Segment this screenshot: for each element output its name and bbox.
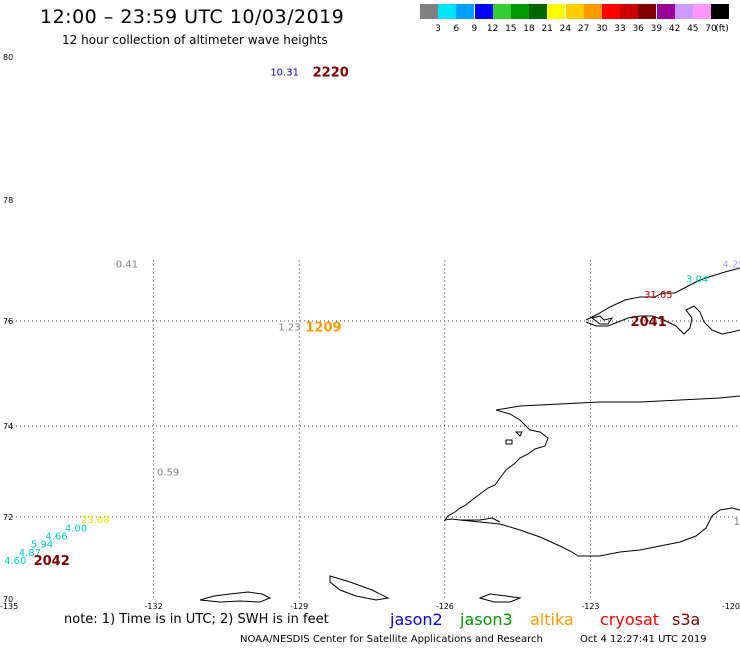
lon-label: -126 — [436, 602, 454, 611]
scale-swatch — [474, 4, 493, 19]
wave-height-value: 10.31 — [270, 67, 299, 78]
legend-row: note: 1) Time is in UTC; 2) SWH is in fe… — [0, 610, 740, 632]
scale-label: 18 — [523, 24, 535, 34]
footer-timestamp: Oct 4 12:27:41 UTC 2019 — [580, 634, 707, 645]
satellite-s3a: s3a — [672, 610, 701, 629]
units-note: note: 1) Time is in UTC; 2) SWH is in fe… — [64, 612, 329, 627]
scale-label: 36 — [632, 24, 644, 34]
small-islet-1 — [505, 439, 513, 445]
wave-height-value: 0.59 — [157, 468, 179, 479]
small-islet-2 — [514, 431, 523, 437]
scale-label: 27 — [577, 24, 590, 34]
scale-label: 9 — [471, 24, 478, 34]
wave-height-value: 4.66 — [45, 531, 67, 542]
mainland-north-coast — [495, 395, 740, 411]
lon-label: -132 — [145, 602, 163, 611]
scale-label: 3 — [435, 24, 441, 34]
scale-swatch — [711, 4, 730, 19]
island-3 — [478, 593, 522, 603]
scale-swatch — [620, 4, 639, 19]
coastline — [199, 267, 740, 603]
scale-label: 42 — [668, 24, 681, 34]
lat-label: 74 — [3, 422, 13, 431]
mainland-west-coast — [443, 409, 549, 523]
scale-label: 45 — [687, 24, 699, 34]
scale-unit: (ft) — [715, 24, 729, 34]
lat-label: 72 — [3, 513, 13, 522]
edge-value: 1 — [734, 517, 740, 528]
altimeter-observations: 10.310.411.230.5931.653.044.2923.084.004… — [4, 65, 740, 569]
scale-label: 30 — [596, 24, 608, 34]
banks-island-inlet — [590, 315, 614, 325]
scale-label: 6 — [453, 24, 460, 34]
lon-label: -120 — [722, 602, 740, 611]
wave-height-value: 5.94 — [31, 540, 53, 551]
wave-height-value: 1.23 — [278, 322, 300, 333]
pass-time-label: 2220 — [313, 65, 349, 80]
wave-height-value: 4.87 — [19, 548, 41, 559]
scale-label: 12 — [486, 24, 499, 34]
scale-label: 21 — [541, 24, 553, 34]
scale-swatch — [529, 4, 548, 19]
lat-lon-grid — [8, 260, 740, 599]
scale-swatch — [674, 4, 693, 19]
lon-label: -135 — [0, 602, 18, 611]
island-1 — [199, 591, 272, 603]
lat-label: 78 — [3, 196, 13, 205]
pass-time-label: 2042 — [34, 554, 70, 569]
scale-swatch — [438, 4, 457, 19]
scale-label: 39 — [650, 24, 663, 34]
island-2 — [329, 575, 390, 601]
lat-label: 76 — [3, 317, 13, 326]
satellite-cryosat: cryosat — [600, 610, 660, 629]
scale-swatch — [565, 4, 584, 19]
map-subtitle: 12 hour collection of altimeter wave hei… — [62, 33, 328, 47]
satellite-altika: altika — [530, 610, 574, 629]
wave-height-value: 4.00 — [65, 523, 87, 534]
scale-swatch — [492, 4, 511, 19]
satellite-jason3: jason3 — [460, 610, 513, 629]
lat-label: 70 — [3, 595, 13, 604]
scale-swatch — [693, 4, 711, 19]
wave-height-value: 3.04 — [686, 275, 708, 286]
footer-credit: NOAA/NESDIS Center for Satellite Applica… — [240, 634, 543, 645]
banks-island-coast — [585, 267, 740, 321]
wave-height-value: 23.08 — [81, 515, 110, 526]
lat-label: 80 — [3, 53, 13, 62]
scale-swatch — [656, 4, 675, 19]
wave-height-value: 0.41 — [116, 260, 138, 271]
lon-label: -123 — [581, 602, 599, 611]
lon-label: -129 — [290, 602, 308, 611]
banks-island-south-coast — [585, 305, 740, 335]
satellite-jason2: jason2 — [390, 610, 443, 629]
scale-swatch — [583, 4, 602, 19]
pass-time-label: 1209 — [305, 320, 341, 335]
scale-swatch — [420, 4, 438, 19]
scale-swatch — [511, 4, 529, 19]
scale-label: 33 — [614, 24, 626, 34]
scale-label: 15 — [505, 24, 517, 34]
mainland-south-coast — [459, 507, 740, 557]
scale-swatch — [638, 4, 657, 19]
wave-height-value: 4.29 — [722, 260, 740, 271]
pass-time-label: 2041 — [631, 315, 667, 330]
wave-height-value: 4.60 — [4, 556, 26, 567]
axis-labels: 80 78 76 74 72 70-135 -132 -129 -126 -123 -120 — [0, 53, 740, 611]
scale-swatch — [456, 4, 475, 19]
wave-height-value: 31.65 — [644, 290, 673, 301]
scale-label: 24 — [559, 24, 572, 34]
scale-label: 70 — [705, 24, 717, 34]
scale-swatch — [547, 4, 566, 19]
map-title: 12:00 – 23:59 UTC 10/03/2019 — [40, 6, 345, 28]
scale-swatch — [602, 4, 620, 19]
